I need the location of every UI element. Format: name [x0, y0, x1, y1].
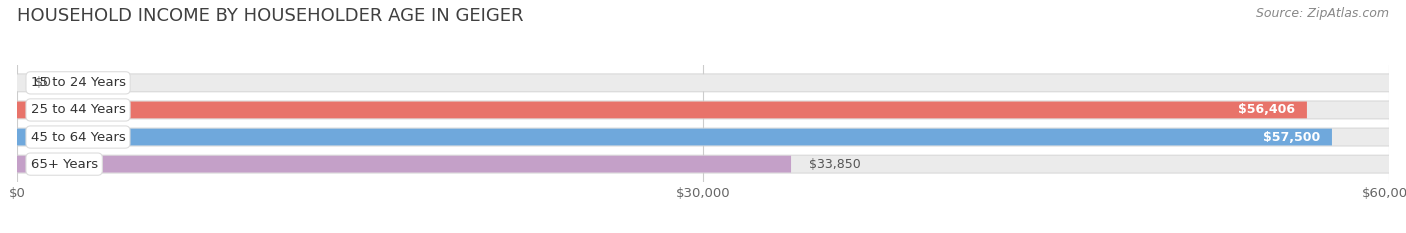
Text: 65+ Years: 65+ Years [31, 158, 98, 171]
FancyBboxPatch shape [17, 100, 1389, 120]
FancyBboxPatch shape [17, 156, 792, 172]
Text: HOUSEHOLD INCOME BY HOUSEHOLDER AGE IN GEIGER: HOUSEHOLD INCOME BY HOUSEHOLDER AGE IN G… [17, 7, 523, 25]
FancyBboxPatch shape [17, 129, 1331, 145]
FancyBboxPatch shape [17, 129, 1389, 145]
Text: 45 to 64 Years: 45 to 64 Years [31, 130, 125, 144]
Text: $0: $0 [35, 76, 51, 89]
FancyBboxPatch shape [17, 102, 1308, 118]
FancyBboxPatch shape [17, 155, 1389, 174]
Text: 15 to 24 Years: 15 to 24 Years [31, 76, 125, 89]
Text: 25 to 44 Years: 25 to 44 Years [31, 103, 125, 116]
FancyBboxPatch shape [17, 73, 1389, 92]
Text: $57,500: $57,500 [1263, 130, 1320, 144]
FancyBboxPatch shape [17, 156, 1389, 172]
FancyBboxPatch shape [17, 75, 1389, 91]
FancyBboxPatch shape [17, 127, 1389, 147]
Text: $33,850: $33,850 [810, 158, 860, 171]
Text: $56,406: $56,406 [1239, 103, 1295, 116]
Text: Source: ZipAtlas.com: Source: ZipAtlas.com [1256, 7, 1389, 20]
FancyBboxPatch shape [17, 102, 1389, 118]
